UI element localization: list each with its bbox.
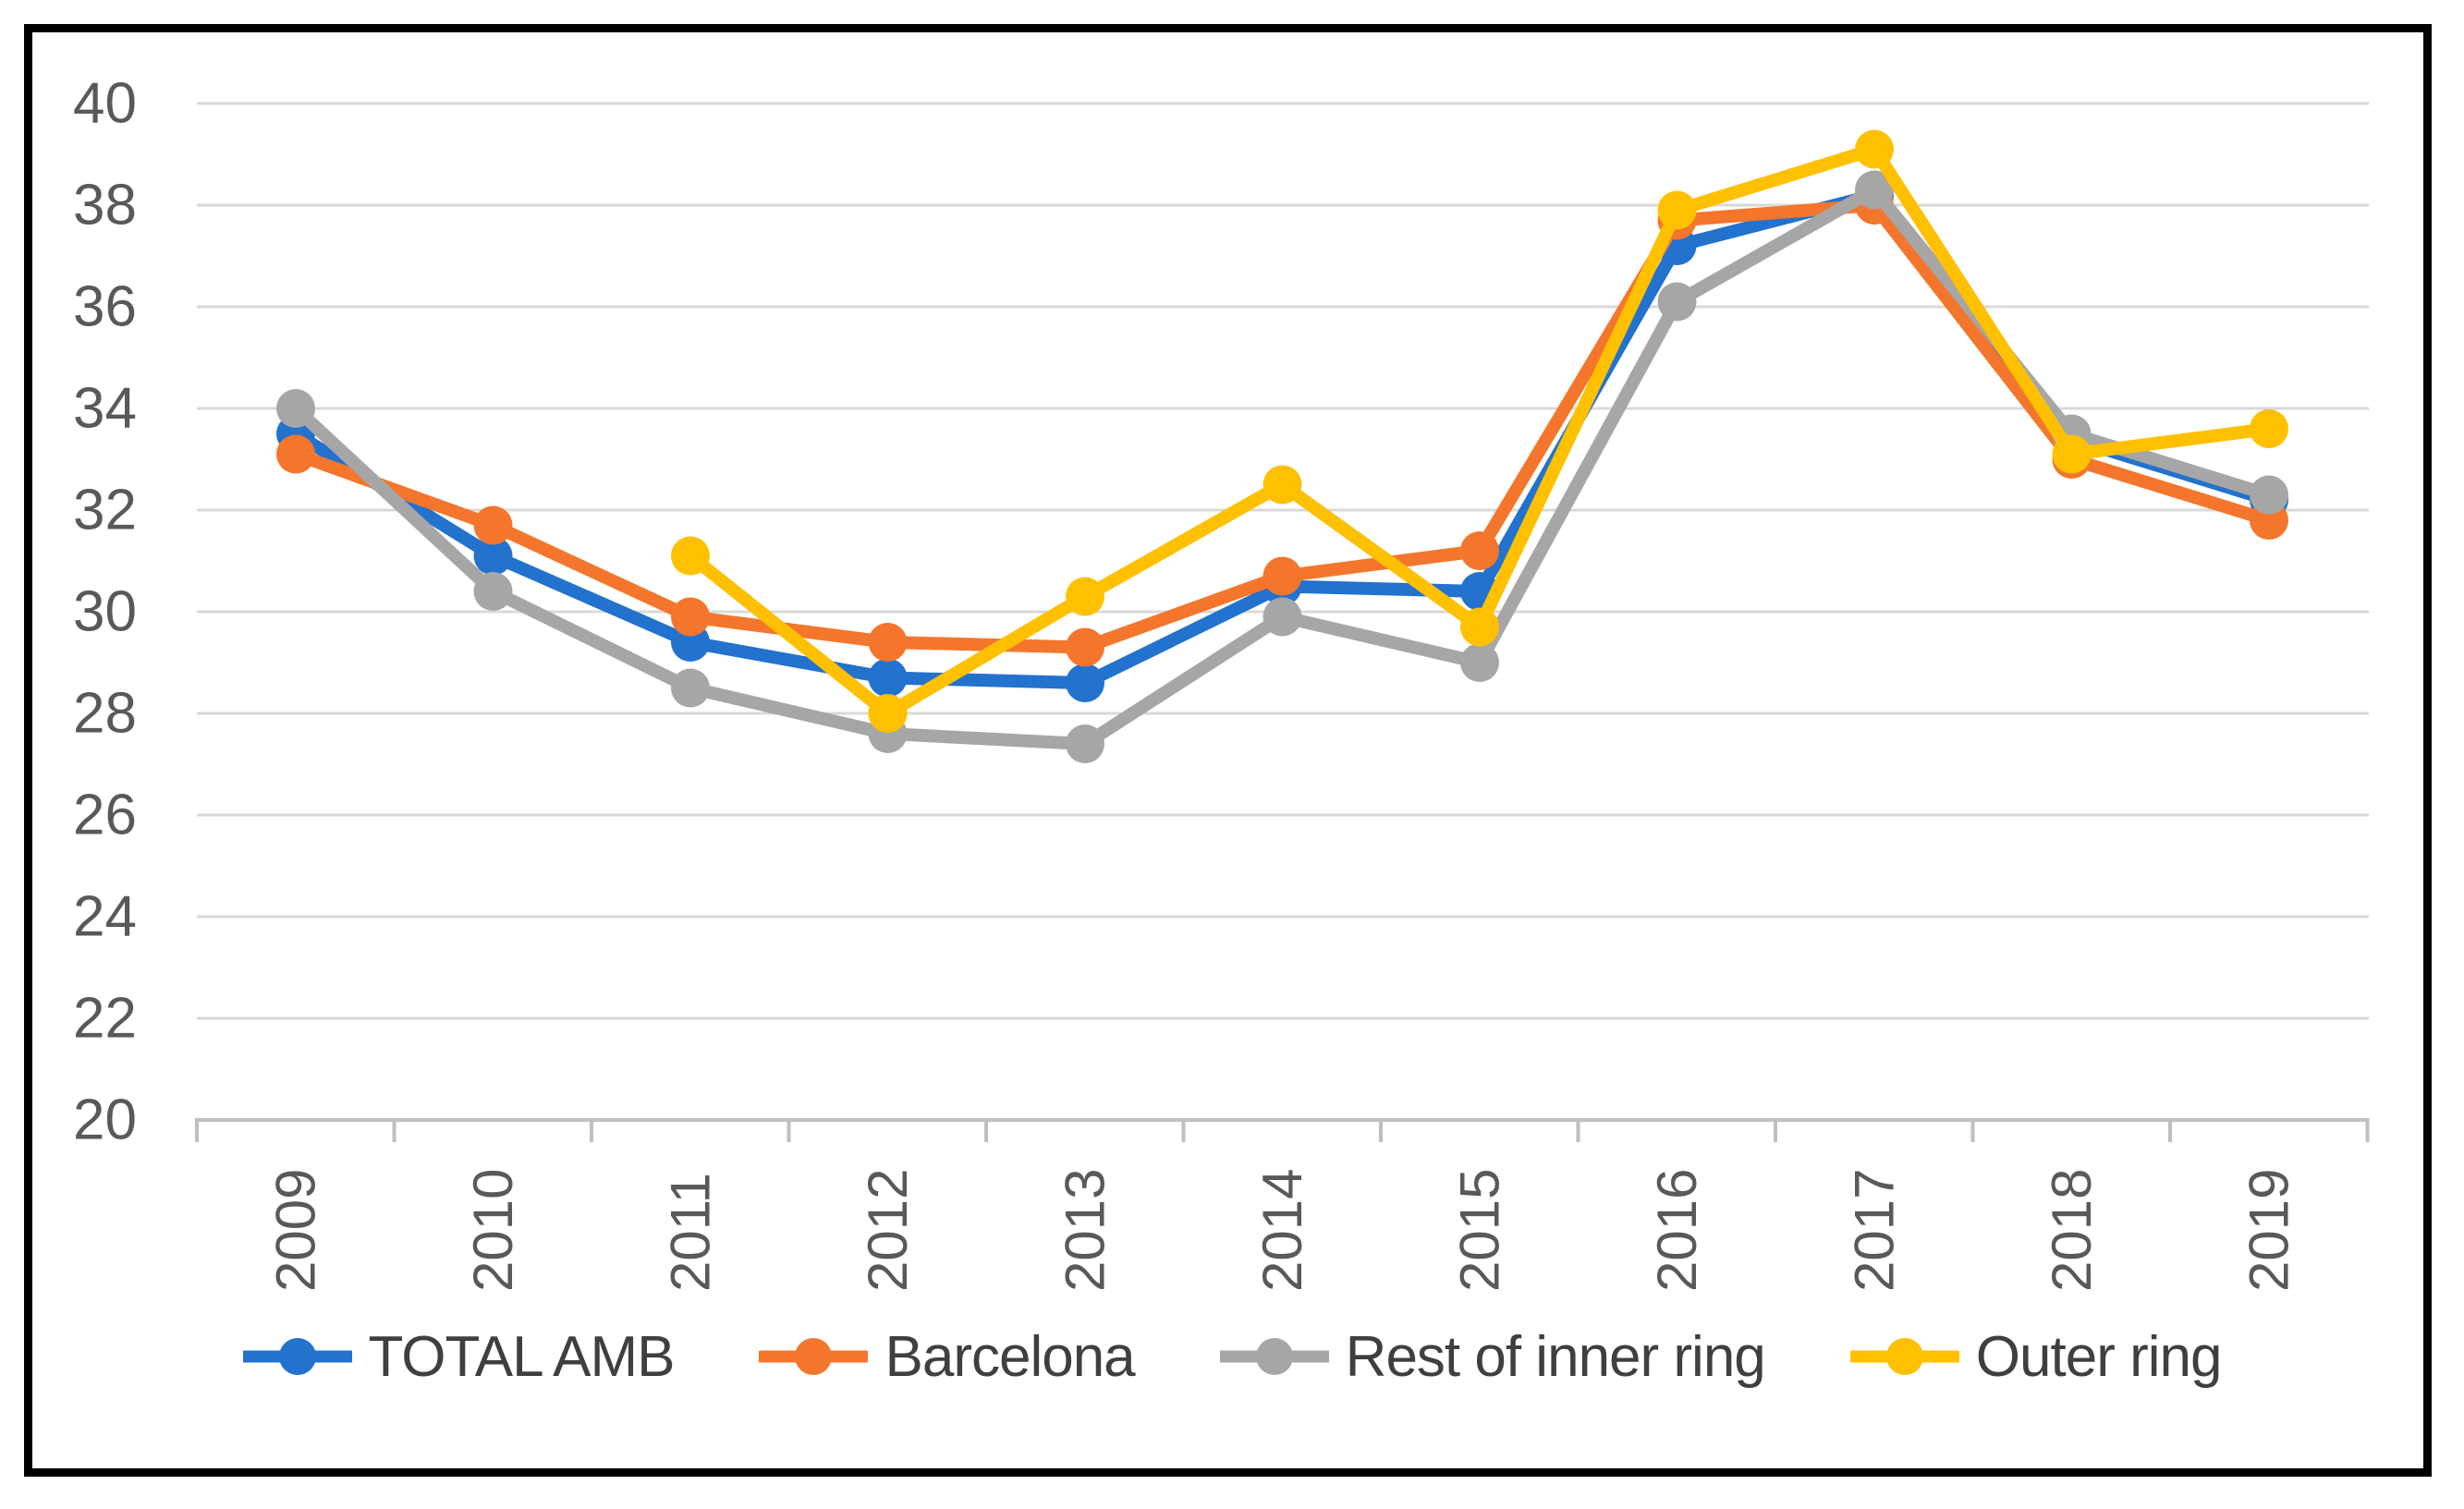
data-point-rest-of-inner-ring-2017	[1855, 170, 1894, 210]
y-axis-label: 34	[73, 377, 137, 441]
x-axis-label: 2009	[265, 1169, 327, 1292]
data-point-outer-ring-2017	[1855, 129, 1894, 169]
y-axis-label: 24	[73, 885, 137, 949]
data-point-outer-ring-2018	[2052, 434, 2092, 474]
legend-marker-icon	[1849, 1338, 1959, 1375]
x-axis-label: 2017	[1844, 1169, 1906, 1292]
y-axis-label: 38	[73, 174, 137, 237]
data-point-outer-ring-2016	[1657, 190, 1697, 230]
data-point-rest-of-inner-ring-2009	[276, 389, 315, 428]
data-point-rest-of-inner-ring-2013	[1066, 724, 1104, 763]
legend-label: TOTAL AMB	[368, 1324, 676, 1389]
x-axis-label: 2012	[857, 1169, 919, 1292]
x-axis-label: 2013	[1055, 1169, 1116, 1292]
x-axis-label: 2015	[1449, 1169, 1511, 1292]
x-axis-label: 2019	[2238, 1169, 2300, 1292]
x-axis-label: 2011	[660, 1173, 722, 1292]
x-axis-label: 2010	[462, 1169, 524, 1292]
data-point-barcelona-2012	[868, 623, 908, 662]
data-point-rest-of-inner-ring-2011	[671, 668, 710, 708]
legend-marker-icon	[759, 1338, 869, 1375]
data-point-barcelona-2014	[1262, 556, 1302, 596]
data-point-outer-ring-2014	[1262, 465, 1302, 505]
x-axis-label: 2016	[1646, 1169, 1708, 1292]
data-point-outer-ring-2013	[1066, 577, 1104, 616]
y-axis-label: 36	[73, 275, 137, 339]
y-axis-label: 30	[73, 580, 137, 644]
legend-label: Rest of inner ring	[1345, 1324, 1766, 1389]
y-axis-label: 22	[73, 987, 137, 1051]
legend-item-rest-of-inner-ring: Rest of inner ring	[1219, 1324, 1766, 1390]
data-point-barcelona-2011	[671, 597, 710, 637]
x-axis-label: 2014	[1251, 1169, 1313, 1292]
data-point-outer-ring-2012	[868, 694, 908, 733]
legend-item-barcelona: Barcelona	[759, 1324, 1136, 1390]
data-point-total-amb-2010	[473, 536, 513, 576]
data-point-barcelona-2009	[276, 434, 315, 474]
data-point-total-amb-2012	[868, 658, 908, 698]
data-point-total-amb-2013	[1066, 663, 1104, 702]
legend-marker-icon	[242, 1338, 352, 1375]
legend-marker-icon	[1219, 1338, 1329, 1375]
data-point-rest-of-inner-ring-2019	[2250, 475, 2288, 515]
legend-item-outer-ring: Outer ring	[1849, 1324, 2223, 1390]
legend: TOTAL AMB Barcelona Rest of inner ring Oute…	[0, 1310, 2464, 1403]
y-axis-label: 40	[73, 72, 137, 136]
data-point-rest-of-inner-ring-2010	[473, 572, 513, 611]
x-axis-label: 2018	[2041, 1169, 2103, 1292]
data-point-outer-ring-2019	[2250, 409, 2288, 448]
legend-item-total-amb: TOTAL AMB	[242, 1324, 676, 1390]
chart-border	[24, 24, 2432, 1477]
data-point-rest-of-inner-ring-2015	[1460, 643, 1499, 682]
data-point-outer-ring-2015	[1460, 607, 1499, 647]
legend-label: Barcelona	[884, 1324, 1135, 1389]
y-axis-label: 20	[73, 1089, 137, 1152]
data-point-outer-ring-2011	[671, 536, 710, 576]
y-axis-label: 28	[73, 682, 137, 746]
data-point-barcelona-2010	[473, 505, 513, 545]
data-point-rest-of-inner-ring-2014	[1262, 597, 1302, 637]
data-point-rest-of-inner-ring-2016	[1657, 282, 1697, 322]
legend-label: Outer ring	[1975, 1324, 2223, 1389]
data-point-barcelona-2013	[1066, 627, 1104, 667]
y-axis-label: 26	[73, 784, 137, 847]
y-axis-label: 32	[73, 479, 137, 542]
data-point-barcelona-2015	[1460, 531, 1499, 570]
